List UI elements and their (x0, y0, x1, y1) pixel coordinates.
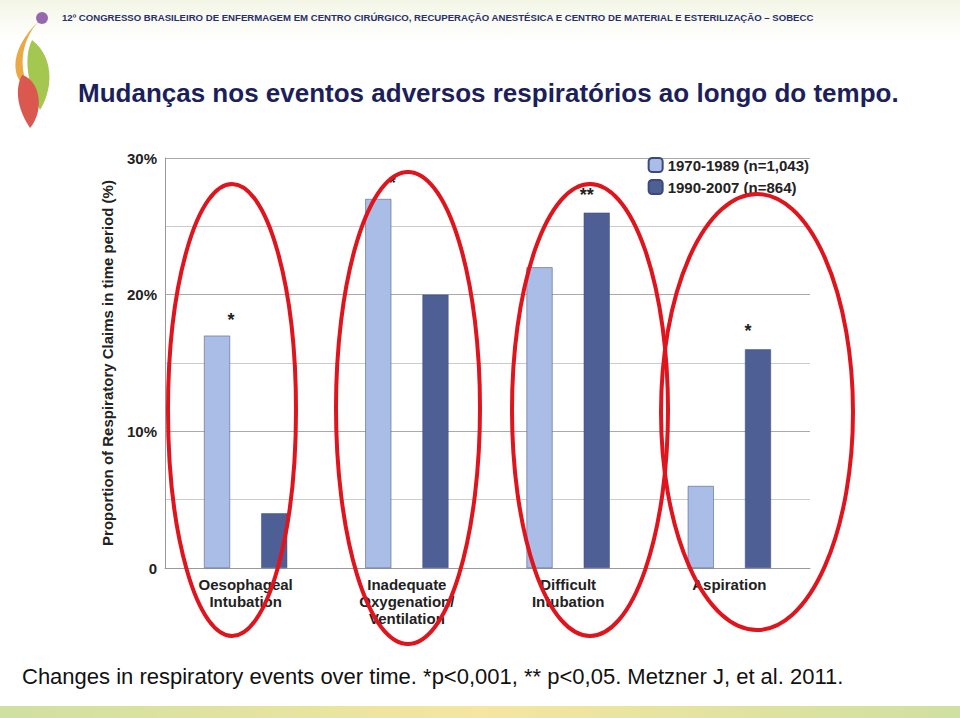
svg-text:10%: 10% (127, 423, 157, 440)
svg-text:Intubation: Intubation (209, 593, 281, 610)
svg-text:Intubation: Intubation (532, 593, 604, 610)
svg-text:Inadequate: Inadequate (367, 576, 446, 593)
svg-text:0: 0 (149, 560, 157, 577)
svg-text:*: * (744, 321, 751, 341)
svg-text:**: ** (580, 185, 594, 205)
html-text:Changes in respiratory events: Changes in respiratory events over time.… (22, 664, 844, 689)
svg-text:Proportion of Respiratory Clai: Proportion of Respiratory Claims in time… (99, 180, 116, 546)
svg-text:*: * (389, 173, 396, 193)
svg-text:Ventilation: Ventilation (369, 610, 445, 627)
svg-text:Difficult: Difficult (540, 576, 596, 593)
svg-text:20%: 20% (127, 286, 157, 303)
svg-text:1990-2007 (n=864): 1990-2007 (n=864) (668, 179, 797, 196)
svg-text:30%: 30% (127, 150, 157, 167)
html-text:Mudanças nos eventos adversos: Mudanças nos eventos adversos respiratór… (78, 78, 899, 108)
html-text:12º CONGRESSO BRASILEIRO DE EN: 12º CONGRESSO BRASILEIRO DE ENFERMAGEM E… (62, 12, 814, 23)
svg-text:1970-1989 (n=1,043): 1970-1989 (n=1,043) (668, 157, 809, 174)
svg-text:Aspiration: Aspiration (692, 576, 766, 593)
svg-text:Oesophageal: Oesophageal (199, 576, 293, 593)
svg-text:Oxygenation/: Oxygenation/ (359, 593, 455, 610)
svg-text:*: * (228, 310, 235, 330)
